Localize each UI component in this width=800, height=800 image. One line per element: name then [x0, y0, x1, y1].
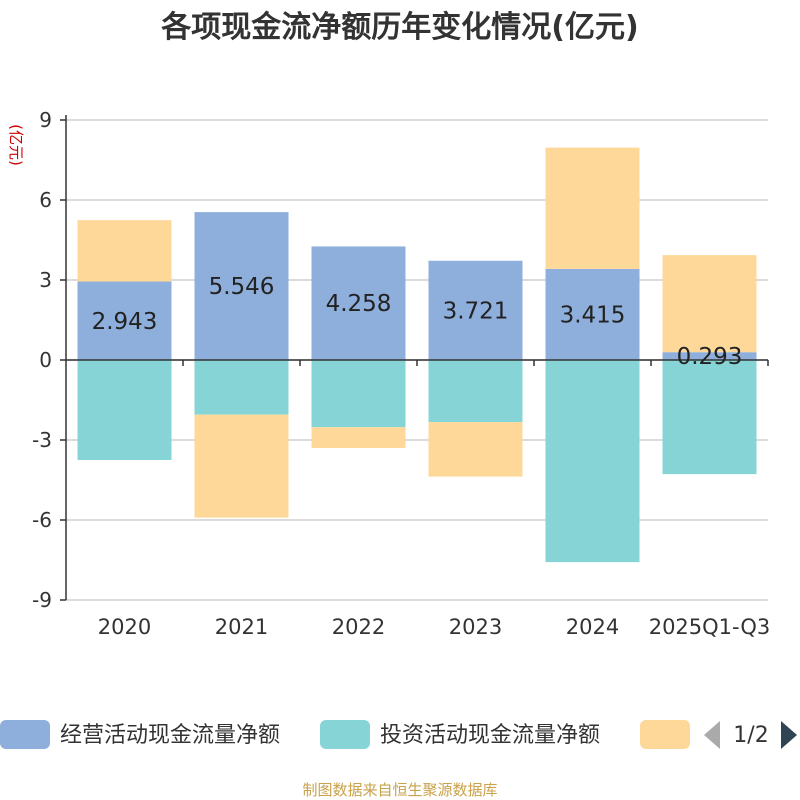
legend-swatch[interactable] [320, 720, 370, 749]
bar-2022-series-1 [311, 360, 406, 428]
x-tick-label: 2021 [215, 615, 268, 639]
bar-2022-series-2 [311, 427, 406, 448]
y-tick-label: -6 [32, 508, 52, 532]
bar-2023-series-2 [428, 422, 523, 477]
bar-2025Q1-Q3-series-1 [662, 360, 757, 475]
bar-2021-series-2 [194, 414, 289, 518]
data-label: 3.721 [443, 298, 509, 324]
bar-2022-series-0 [311, 246, 406, 360]
data-label: 5.546 [209, 274, 275, 300]
y-tick-label: 6 [39, 188, 52, 212]
legend-swatch[interactable] [640, 720, 690, 749]
y-tick-label: 0 [39, 348, 52, 372]
legend: 经营活动现金流量净额 投资活动现金流量净额 1/2 [0, 720, 797, 749]
x-tick-label: 2020 [98, 615, 151, 639]
x-tick-label: 2023 [449, 615, 502, 639]
x-tick-label: 2025Q1-Q3 [649, 615, 771, 639]
y-tick-label: -3 [32, 428, 52, 452]
legend-page-indicator: 1/2 [733, 723, 768, 748]
x-tick-label: 2022 [332, 615, 385, 639]
bar-2023-series-1 [428, 360, 523, 423]
bar-2023-series-0 [428, 260, 523, 360]
data-label: 2.943 [92, 309, 158, 335]
legend-swatch[interactable] [0, 720, 50, 749]
bar-2025Q1-Q3-series-2 [662, 255, 757, 353]
bar-2021-series-1 [194, 360, 289, 415]
data-labels: 2.943 5.546 4.258 3.721 3.415 0.293 [92, 274, 743, 370]
bar-2020-series-2 [77, 220, 172, 282]
bar-2024-series-0 [545, 268, 640, 360]
y-tick-label: 9 [39, 108, 52, 132]
data-label: 0.293 [677, 344, 743, 370]
legend-label[interactable]: 经营活动现金流量净额 [60, 723, 280, 748]
axes: 9 6 3 0 -3 -6 -9 2020 2021 2022 2023 2024 2025Q1-Q3 [32, 108, 770, 639]
x-tick-label: 2024 [566, 615, 619, 639]
bars [77, 147, 757, 563]
legend-next-page-icon[interactable] [781, 721, 797, 749]
bar-2024-series-2 [545, 147, 640, 269]
chart-title: 各项现金流净额历年变化情况(亿元) [160, 10, 638, 45]
legend-label[interactable]: 投资活动现金流量净额 [380, 723, 600, 748]
data-label: 4.258 [326, 291, 392, 317]
source-note: 制图数据来自恒生聚源数据库 [302, 781, 497, 799]
bar-2020-series-0 [77, 281, 172, 360]
bar-2024-series-1 [545, 360, 640, 563]
bar-2025Q1-Q3-series-0 [662, 352, 757, 360]
y-tick-label: -9 [32, 588, 52, 612]
bar-2021-series-0 [194, 212, 289, 360]
legend-prev-page-icon[interactable] [704, 721, 720, 749]
data-label: 3.415 [560, 302, 626, 328]
bar-2020-series-1 [77, 360, 172, 460]
y-tick-label: 3 [39, 268, 52, 292]
y-axis-unit: (亿元) [7, 124, 25, 166]
